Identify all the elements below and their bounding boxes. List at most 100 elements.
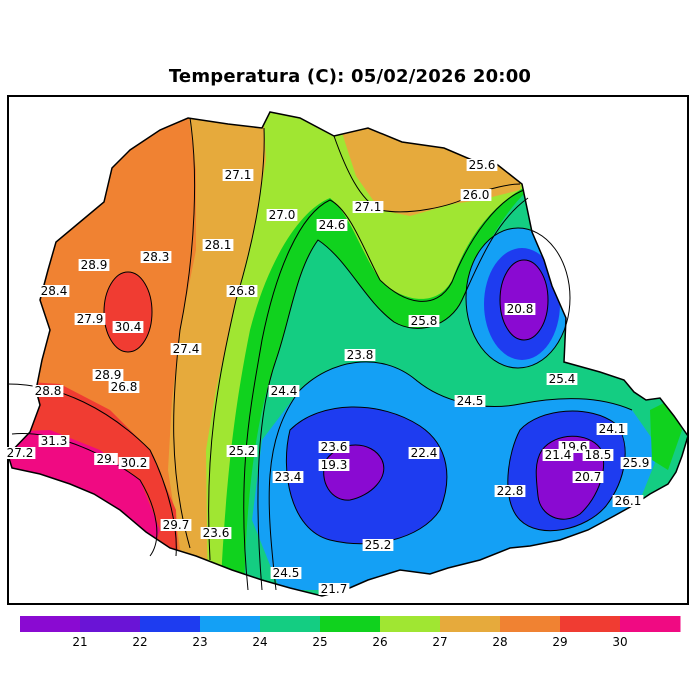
isotherm-label: 27.1: [352, 200, 384, 214]
isotherm-label: 27.4: [170, 342, 202, 356]
isotherm-label-bg: [222, 169, 254, 181]
isotherm-label: 23.6: [318, 440, 350, 454]
isotherm-label: 24.6: [316, 218, 348, 232]
isotherm-label-bg: [200, 527, 232, 539]
legend-tick-label: 24: [252, 635, 267, 649]
legend-swatch: [500, 616, 561, 632]
isotherm-23-center: [285, 406, 448, 545]
isotherm-label-bg: [74, 313, 106, 325]
legend-tick-label: 23: [192, 635, 207, 649]
isotherm-label-text: 18.5: [585, 448, 612, 462]
isotherm-label-text: 23.8: [347, 348, 374, 362]
legend-tick-label: 27: [432, 635, 447, 649]
legend-swatch: [440, 616, 501, 632]
isotherm-label: 28.8: [32, 384, 64, 398]
isotherm-label-bg: [272, 471, 304, 483]
isotherm-label-bg: [78, 259, 110, 271]
isotherm-label: 21.7: [318, 582, 350, 596]
legend-swatch: [200, 616, 261, 632]
isotherm-label-text: 27.1: [225, 168, 252, 182]
isotherm-22-center: [323, 444, 385, 501]
isotherm-label: 30.4: [112, 320, 144, 334]
isotherm-27-ne: [333, 135, 521, 213]
band-below-22-center: [323, 445, 384, 501]
isotherm-label: 29.: [94, 452, 118, 466]
isotherm-label-bg: [620, 457, 652, 469]
isotherm-label-bg: [582, 449, 614, 461]
isotherm-label-text: 20.7: [575, 470, 602, 484]
isotherm-label-bg: [268, 385, 300, 397]
isotherm-label-bg: [4, 447, 36, 459]
isotherm-label-bg: [454, 395, 486, 407]
isotherm-label-bg: [408, 315, 440, 327]
isotherm-label: 24.5: [270, 566, 302, 580]
isotherm-label-text: 30.2: [121, 456, 148, 470]
isotherm-label-text: 27.9: [77, 312, 104, 326]
isotherm-label: 25.8: [408, 314, 440, 328]
isotherm-label-text: 25.6: [469, 158, 496, 172]
isotherm-label: 24.1: [596, 422, 628, 436]
isotherm-label-bg: [226, 445, 258, 457]
isotherm-label-bg: [112, 321, 144, 333]
legend-tick-label: 28: [492, 635, 507, 649]
isotherm-label: 22.4: [408, 446, 440, 460]
legend-tick-label: 30: [612, 635, 627, 649]
isotherm-label: 26.1: [612, 494, 644, 508]
isotherm-label-text: 24.5: [273, 566, 300, 580]
isotherm-label-bg: [108, 381, 140, 393]
legend-swatch: [20, 616, 81, 632]
isotherm-label: 28.1: [202, 238, 234, 252]
isotherm-label-bg: [362, 539, 394, 551]
isotherm-30-center: [103, 271, 153, 353]
isotherm-label-bg: [504, 303, 536, 315]
legend-tick-label: 25: [312, 635, 327, 649]
band-below-22-east: [500, 260, 548, 340]
isotherm-label-bg: [170, 343, 202, 355]
isotherm-label: 31.3: [38, 434, 70, 448]
isotherm-label-text: 24.5: [457, 394, 484, 408]
isotherm-label: 26.8: [108, 380, 140, 394]
isotherm-label-text: 29.: [96, 452, 115, 466]
isotherm-label-bg: [202, 239, 234, 251]
isotherm-label: 19.3: [318, 458, 350, 472]
isotherm-label: 24.4: [268, 384, 300, 398]
isotherm-label-bg: [352, 201, 384, 213]
isotherm-23-east: [465, 227, 571, 369]
legend-tick-label: 29: [552, 635, 567, 649]
isotherm-label-bg: [612, 495, 644, 507]
isotherm-label-text: 27.0: [269, 208, 296, 222]
legend-swatch: [320, 616, 381, 632]
isotherm-label-bg: [318, 441, 350, 453]
legend-swatch: [380, 616, 441, 632]
isotherm-label-text: 24.6: [319, 218, 346, 232]
isotherm-label: 21.4: [542, 448, 574, 462]
isotherm-label-bg: [140, 251, 172, 263]
isotherm-label-text: 25.8: [411, 314, 438, 328]
isotherm-label-text: 24.4: [271, 384, 298, 398]
isotherm-label-bg: [408, 447, 440, 459]
isotherm-label-bg: [596, 423, 628, 435]
isotherm-label-text: 28.9: [81, 258, 108, 272]
isotherm-label-bg: [460, 189, 492, 201]
isotherm-label: 25.2: [362, 538, 394, 552]
isotherm-label-text: 22.8: [497, 484, 524, 498]
isotherm-label-text: 31.3: [41, 434, 68, 448]
isotherm-label: 25.9: [620, 456, 652, 470]
map-title: Temperatura (C): 05/02/2026 20:00: [168, 66, 532, 87]
isotherm-label-bg: [38, 435, 70, 447]
isotherm-label-bg: [542, 449, 574, 461]
isotherm-label-bg: [466, 159, 498, 171]
isotherm-label-text: 28.3: [143, 250, 170, 264]
isotherm-label: 30.2: [118, 456, 150, 470]
isotherm-label: 22.8: [494, 484, 526, 498]
isotherm-24: [268, 361, 633, 591]
isotherm-label-bg: [38, 285, 70, 297]
isotherm-label-text: 26.1: [615, 494, 642, 508]
isotherm-label: 20.8: [504, 302, 536, 316]
isotherm-label-bg: [94, 453, 118, 465]
isotherm-label-bg: [546, 373, 578, 385]
isotherm-label: 27.0: [266, 208, 298, 222]
isotherm-label-text: 26.8: [111, 380, 138, 394]
isotherm-label: 28.4: [38, 284, 70, 298]
isotherm-label: 25.2: [226, 444, 258, 458]
